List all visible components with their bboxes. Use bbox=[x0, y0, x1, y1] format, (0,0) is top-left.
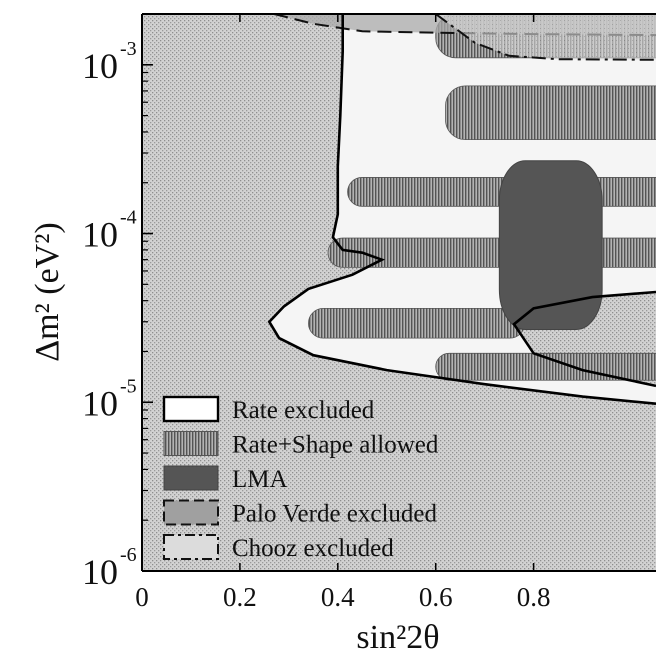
y-tick-label: 10 bbox=[82, 552, 118, 592]
rate-excluded-boundary bbox=[267, 14, 656, 405]
legend-label: Chooz excluded bbox=[232, 535, 394, 562]
x-tick-label: 0 bbox=[135, 582, 149, 612]
legend-swatch bbox=[163, 499, 219, 526]
legend-swatch bbox=[162, 395, 220, 423]
rate-shape-allowed-band bbox=[445, 85, 656, 141]
chooz-boundary bbox=[435, 14, 656, 61]
legend-label: Rate+Shape allowed bbox=[232, 432, 439, 459]
legend-swatch bbox=[163, 534, 219, 560]
rate-shape-allowed-band bbox=[308, 307, 526, 339]
rate-excluded-inner-boundary bbox=[512, 290, 656, 388]
x-axis-title: sin²2θ bbox=[356, 619, 439, 655]
legend-swatch bbox=[163, 431, 219, 456]
y-tick-label: 10 bbox=[82, 383, 118, 423]
x-tick-label: 0.4 bbox=[321, 582, 355, 612]
legend-label: Rate excluded bbox=[232, 397, 375, 424]
y-tick-label: 10 bbox=[82, 46, 118, 86]
y-tick-exponent: -5 bbox=[120, 375, 137, 397]
x-tick-label: 0.6 bbox=[419, 582, 453, 612]
y-tick-exponent: -3 bbox=[120, 38, 137, 60]
legend-swatch bbox=[163, 465, 219, 491]
lma-region bbox=[498, 160, 603, 330]
legend-label: LMA bbox=[232, 466, 288, 493]
x-tick-label: 0.8 bbox=[517, 582, 551, 612]
legend-label: Palo Verde excluded bbox=[232, 501, 438, 528]
y-axis-title: Δm² (eV²) bbox=[29, 222, 66, 362]
y-tick-label: 10 bbox=[82, 215, 118, 255]
y-tick-exponent: -4 bbox=[120, 207, 137, 229]
x-tick-label: 0.2 bbox=[223, 582, 257, 612]
y-tick-exponent: -6 bbox=[120, 544, 137, 566]
